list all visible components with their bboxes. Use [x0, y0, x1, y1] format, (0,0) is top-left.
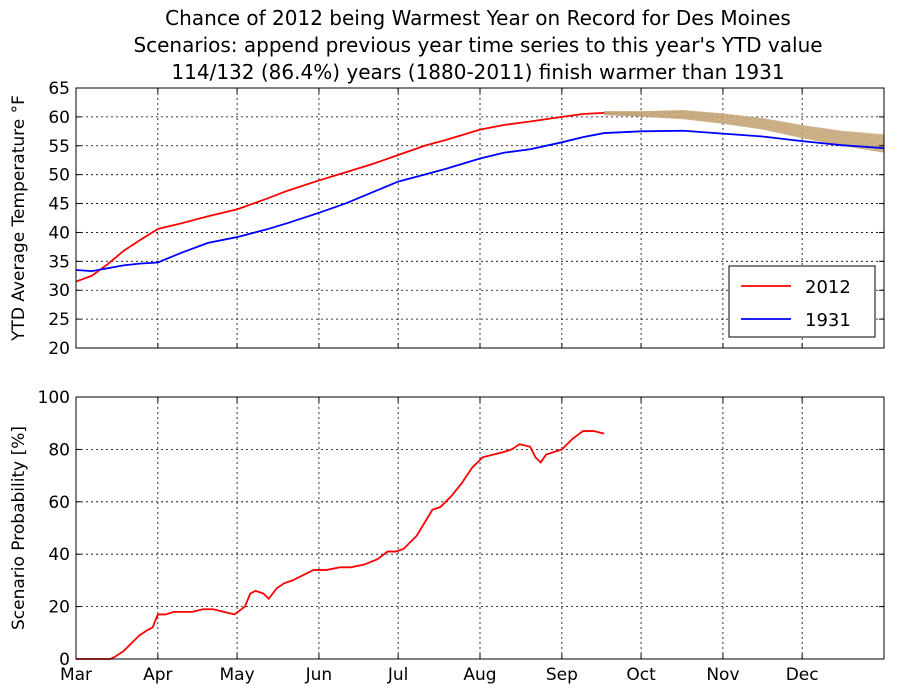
scenario-line-6 — [604, 110, 885, 138]
temperature-y-axis-label: YTD Average Temperature °F — [9, 95, 29, 342]
temperature-ytick-label-45: 45 — [48, 195, 70, 215]
legend-label-2012: 2012 — [805, 277, 851, 298]
probability-grid — [76, 397, 884, 659]
title-line-3: 114/132 (86.4%) years (1880-2011) finish… — [171, 60, 784, 84]
temperature-series — [75, 111, 885, 283]
probability-ytick-label-20: 20 — [48, 598, 70, 618]
month-label-apr: Apr — [143, 665, 172, 685]
probability-ytick-label-40: 40 — [48, 545, 70, 565]
scenario-line-5 — [604, 111, 885, 140]
probability-ytick-label-100: 100 — [38, 388, 70, 408]
temperature-ytick-label-20: 20 — [48, 339, 70, 359]
temperature-y-ticks: 20 25 30 35 40 45 50 55 60 65 — [48, 79, 884, 359]
month-label-jun: Jun — [305, 665, 333, 685]
probability-y-axis-label: Scenario Probability [%] — [9, 426, 29, 630]
month-label-may: May — [219, 665, 254, 685]
legend: 2012 1931 — [728, 265, 876, 338]
temperature-ytick-label-65: 65 — [48, 79, 70, 99]
temperature-ytick-label-40: 40 — [48, 223, 70, 243]
scenario-band — [604, 109, 885, 153]
temperature-ytick-label-35: 35 — [48, 252, 70, 272]
month-label-jul: Jul — [387, 665, 409, 685]
probability-panel: 0 20 40 60 80 100 Mar Apr May Jun Jul Aug Sep Oct Nov… — [9, 388, 885, 685]
temperature-panel: 20 25 30 35 40 45 50 55 60 65 YTD Average Tempera… — [9, 79, 885, 359]
scenario-line-1 — [604, 114, 885, 151]
scenario-line-3 — [604, 113, 885, 146]
probability-ytick-label-0: 0 — [59, 650, 70, 670]
legend-box — [728, 265, 876, 338]
legend-label-1931: 1931 — [805, 310, 851, 331]
probability-ytick-label-60: 60 — [48, 493, 70, 513]
month-label-mar: Mar — [60, 665, 92, 685]
temperature-ytick-label-50: 50 — [48, 166, 70, 186]
probability-ytick-label-80: 80 — [48, 440, 70, 460]
month-label-oct: Oct — [626, 665, 656, 685]
scenario-line-2 — [604, 113, 885, 148]
title-line-2: Scenarios: append previous year time ser… — [133, 33, 822, 57]
temperature-ytick-label-30: 30 — [48, 281, 70, 301]
month-label-aug: Aug — [463, 665, 496, 685]
probability-line-0 — [76, 430, 605, 660]
month-label-nov: Nov — [706, 665, 739, 685]
probability-series — [76, 430, 605, 660]
temperature-ytick-label-55: 55 — [48, 137, 70, 157]
series-line-1931 — [75, 129, 885, 273]
title-line-1: Chance of 2012 being Warmest Year on Rec… — [165, 6, 791, 30]
temperature-grid — [76, 88, 884, 348]
month-label-dec: Dec — [786, 665, 819, 685]
month-x-ticks: Mar Apr May Jun Jul Aug Sep Oct Nov Dec — [60, 397, 819, 685]
chart-title: Chance of 2012 being Warmest Year on Rec… — [133, 6, 822, 84]
probability-y-ticks: 0 20 40 60 80 100 — [38, 388, 884, 670]
temperature-ytick-label-60: 60 — [48, 108, 70, 128]
series-line-2012 — [75, 111, 605, 283]
month-label-sep: Sep — [546, 665, 578, 685]
temperature-ytick-label-25: 25 — [48, 310, 70, 330]
scenario-line-4 — [604, 112, 885, 143]
